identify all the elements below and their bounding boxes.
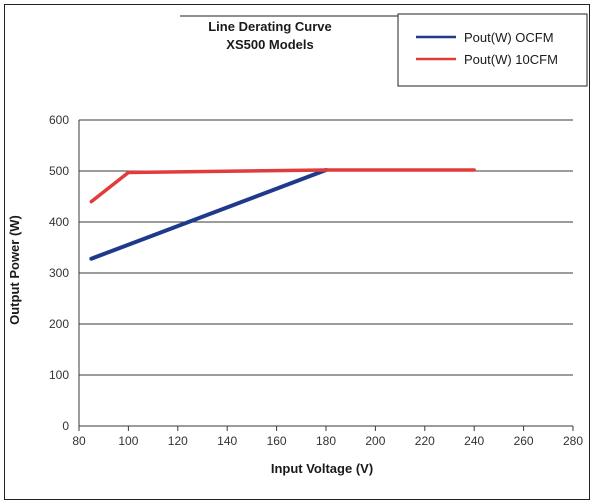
chart-frame xyxy=(4,4,590,500)
x-tick-label: 140 xyxy=(217,434,237,448)
legend: Pout(W) OCFM Pout(W) 10CFM xyxy=(397,13,588,87)
y-tick-label: 600 xyxy=(49,113,69,127)
y-tick-label: 300 xyxy=(49,266,69,280)
x-tick-label: 260 xyxy=(514,434,534,448)
chart-title: Line Derating Curve xyxy=(208,19,332,34)
grid-lines xyxy=(78,119,574,431)
x-tick-label: 160 xyxy=(267,434,287,448)
y-axis-title: Output Power (W) xyxy=(7,215,22,325)
x-tick-label: 120 xyxy=(168,434,188,448)
y-tick-label: 400 xyxy=(49,215,69,229)
x-tick-label: 240 xyxy=(464,434,484,448)
x-tick-label: 180 xyxy=(316,434,336,448)
y-tick-label: 100 xyxy=(49,368,69,382)
series-lines xyxy=(89,168,476,261)
legend-label-1: Pout(W) OCFM xyxy=(464,30,554,45)
series-line-2 xyxy=(89,168,476,204)
x-tick-label: 220 xyxy=(415,434,435,448)
y-tick-label: 0 xyxy=(62,419,69,433)
y-tick-label: 500 xyxy=(49,164,69,178)
series-line-1 xyxy=(89,168,328,261)
legend-box xyxy=(397,13,588,87)
x-tick-label: 100 xyxy=(118,434,138,448)
x-tick-label: 200 xyxy=(365,434,385,448)
legend-label-2: Pout(W) 10CFM xyxy=(464,52,558,67)
x-axis-title: Input Voltage (V) xyxy=(271,461,373,476)
y-tick-labels: 0 100 200 300 400 500 600 xyxy=(49,113,69,433)
chart-subtitle: XS500 Models xyxy=(226,37,313,52)
x-tick-label: 80 xyxy=(72,434,86,448)
x-tick-label: 280 xyxy=(563,434,583,448)
y-tick-label: 200 xyxy=(49,317,69,331)
x-tick-labels: 80 100 120 140 160 180 200 220 240 260 280 xyxy=(72,434,583,448)
